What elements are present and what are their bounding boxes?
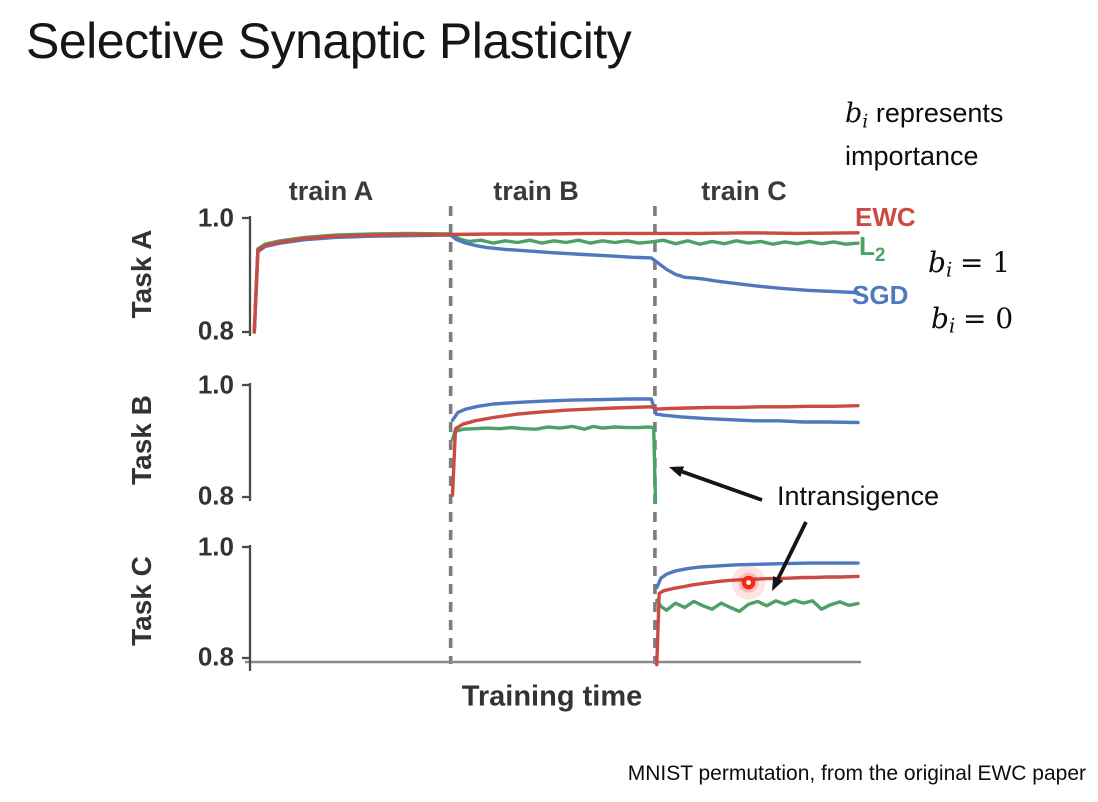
task-a-ytick-1.0: 1.0: [197, 202, 234, 233]
laser-dot-glow: [731, 565, 766, 600]
math-var-b: b: [845, 98, 863, 129]
ylabel-task-b: Task B: [126, 395, 157, 485]
task-c-ytick-1.0: 1.0: [197, 531, 234, 562]
xlabel-training-time: Training time: [461, 680, 643, 713]
ylabel-task-c: Task C: [126, 556, 157, 646]
task-a-ytick-0.8: 0.8: [197, 315, 234, 346]
equation-bi-equals-0: bi = 0: [931, 302, 1014, 338]
task-c-ytick-0.8: 0.8: [197, 641, 234, 672]
legend-ewc: EWC: [855, 202, 916, 232]
legend-sgd: SGD: [852, 280, 909, 310]
source-caption: MNIST permutation, from the original EWC…: [627, 762, 1086, 785]
ylabel-task-a: Task A: [126, 229, 157, 319]
task-b-ytick-0.8: 0.8: [197, 480, 234, 511]
importance-note-line2: importance: [845, 141, 979, 172]
importance-note: bi represents importance: [845, 93, 1003, 177]
intransigence-label: Intransigence: [777, 481, 940, 511]
phase-label-train-c: train C: [701, 176, 787, 206]
task-b-ytick-1.0: 1.0: [197, 369, 234, 400]
phase-label-train-a: train A: [288, 176, 374, 206]
importance-note-text: represents: [875, 98, 1004, 128]
legend-l2-subscript: 2: [874, 245, 886, 267]
laser-dot: [741, 575, 756, 590]
legend-l2: L2: [859, 231, 886, 267]
equation-bi-equals-1: bi = 1: [928, 246, 1011, 282]
slide-title: Selective Synaptic Plasticity: [26, 13, 632, 69]
phase-label-train-b: train B: [493, 176, 579, 206]
math-sub-i: i: [862, 110, 869, 133]
